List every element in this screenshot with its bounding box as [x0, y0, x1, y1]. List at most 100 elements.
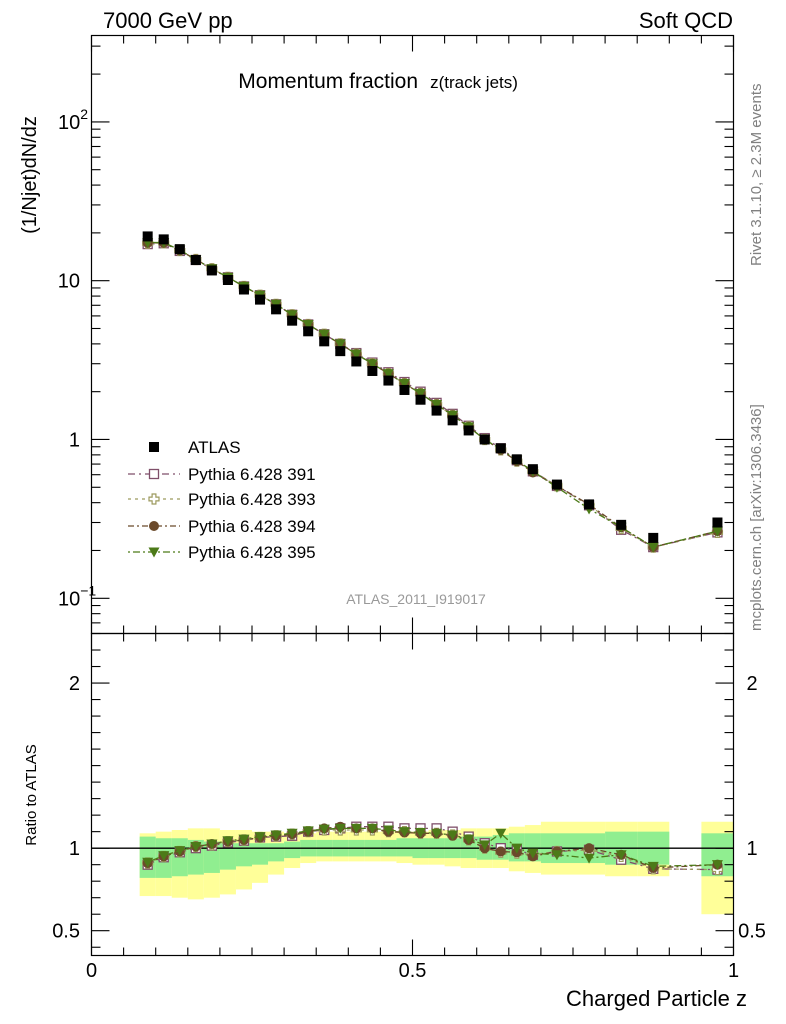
ratio-point-p395: [398, 827, 410, 838]
main-plot-axes: 10−1 1 10 102: [58, 35, 735, 635]
ratio-y-tick-label-right: 2: [746, 673, 757, 695]
ratio-point-p395: [431, 828, 443, 839]
x-axis-label: Charged Particle z: [566, 986, 747, 1011]
ratio-point-p395: [551, 850, 563, 861]
ratio-point-p395: [463, 834, 475, 845]
data-point-atlas: [383, 375, 394, 386]
band-inner: [139, 836, 156, 878]
legend-entry-p393: Pythia 6.428 393: [128, 490, 316, 509]
data-point-p395: [350, 349, 362, 360]
legend-label-p394: Pythia 6.428 394: [188, 517, 316, 536]
band-inner: [284, 841, 301, 859]
data-point-atlas: [415, 394, 426, 405]
ratio-y-tick-label-right: 0.5: [738, 921, 766, 943]
band-inner: [396, 838, 413, 857]
legend-entry-p391: Pythia 6.428 391: [128, 465, 316, 484]
data-point-atlas: [431, 405, 442, 416]
data-point-atlas: [303, 326, 314, 337]
band-inner: [219, 843, 236, 870]
y-tick-label: 10: [58, 271, 80, 293]
data-point-atlas: [511, 454, 522, 465]
band-inner: [268, 843, 285, 862]
data-point-atlas: [206, 265, 217, 276]
band-inner: [252, 843, 269, 865]
legend-marker-atlas: [149, 442, 159, 452]
ratio-point-p395: [615, 850, 627, 861]
legend-marker-p395: [148, 547, 160, 558]
data-point-p395: [318, 329, 330, 340]
legend-entry-atlas: ATLAS: [149, 438, 241, 457]
ratio-point-p395: [479, 840, 491, 851]
main-plot-y-label: (1/Njet)dN/dz: [19, 116, 41, 234]
ratio-plot-axes: 0.5 0.5 1 1 2 2 0 0.5 1: [52, 633, 766, 982]
data-point-p395: [647, 542, 659, 553]
main-plot-content: [142, 231, 724, 553]
data-point-atlas: [287, 315, 298, 326]
data-point-atlas: [142, 231, 153, 242]
data-point-atlas: [399, 384, 410, 395]
ratio-point-p395: [238, 834, 250, 845]
ratio-point-p395: [711, 860, 723, 871]
mcplots-label: mcplots.cern.ch [arXiv:1306.3436]: [748, 404, 765, 631]
data-point-atlas: [222, 275, 233, 286]
header-right: Soft QCD: [639, 8, 733, 33]
ratio-point-p395: [415, 827, 427, 838]
ratio-plot-content: [91, 821, 734, 915]
ratio-y-tick-label-left: 0.5: [52, 921, 80, 943]
y-tick-label: 1: [69, 429, 80, 451]
ratio-plot: 0.5 0.5 1 1 2 2 0 0.5 1 Ratio to ATLAS Charged P…: [23, 632, 766, 1011]
main-plot-title-sub: z(track jets): [430, 73, 518, 92]
y-tick-label: 10−1: [58, 582, 96, 610]
band-inner: [235, 843, 252, 867]
data-point-atlas: [271, 304, 282, 315]
data-point-p395: [711, 526, 723, 537]
legend-label-p391: Pythia 6.428 391: [188, 465, 316, 484]
data-point-atlas: [495, 443, 506, 454]
legend-entry-p394: Pythia 6.428 394: [128, 517, 316, 536]
legend-marker-p393: [148, 493, 160, 505]
ratio-point-p395: [206, 839, 218, 850]
ratio-point-p395: [366, 823, 378, 834]
ratio-point-p395: [254, 832, 266, 843]
legend-label-atlas: ATLAS: [188, 438, 241, 457]
ratio-point-p395: [174, 846, 186, 857]
x-tick-label: 1: [728, 960, 739, 982]
data-point-atlas: [463, 425, 474, 436]
ratio-point-p395: [270, 830, 282, 841]
ratio-y-tick-label-left: 1: [69, 838, 80, 860]
data-point-atlas: [712, 517, 723, 528]
data-point-p395: [366, 359, 378, 370]
ratio-plot-y-label: Ratio to ATLAS: [23, 744, 40, 845]
data-point-atlas: [648, 532, 659, 543]
ratio-point-p395: [382, 825, 394, 836]
legend-entry-p395: Pythia 6.428 395: [128, 543, 316, 562]
data-point-atlas: [584, 499, 595, 510]
ratio-point-p395: [647, 861, 659, 872]
ratio-point-p395: [190, 842, 202, 853]
ratio-point-p394: [495, 846, 506, 857]
main-plot: 10−1 1 10 102 Momentum fraction z(track jet…: [19, 34, 735, 635]
ratio-y-tick-label-left: 2: [69, 673, 80, 695]
x-tick-label: 0.5: [399, 960, 427, 982]
data-point-atlas: [158, 234, 169, 245]
data-point-p395: [302, 319, 314, 330]
header-left: 7000 GeV pp: [103, 8, 233, 33]
data-point-p395: [431, 400, 443, 411]
legend-marker-p394: [149, 521, 159, 531]
data-point-atlas: [551, 479, 562, 490]
data-point-atlas: [190, 254, 201, 265]
data-point-atlas: [447, 415, 458, 426]
series-atlas: [142, 231, 723, 543]
ratio-point-p395: [527, 848, 539, 859]
data-point-atlas: [351, 356, 362, 367]
ratio-point-p395: [495, 828, 507, 839]
legend: ATLAS Pythia 6.428 391 Pythia 6.428 393 Pyt…: [128, 438, 316, 562]
ratio-point-p395: [350, 823, 362, 834]
ratio-point-p395: [511, 843, 523, 854]
ratio-point-p395: [583, 853, 595, 864]
ratio-y-tick-label-right: 1: [746, 838, 757, 860]
legend-label-p395: Pythia 6.428 395: [188, 543, 316, 562]
data-point-atlas: [616, 519, 627, 530]
data-point-p395: [415, 388, 427, 399]
